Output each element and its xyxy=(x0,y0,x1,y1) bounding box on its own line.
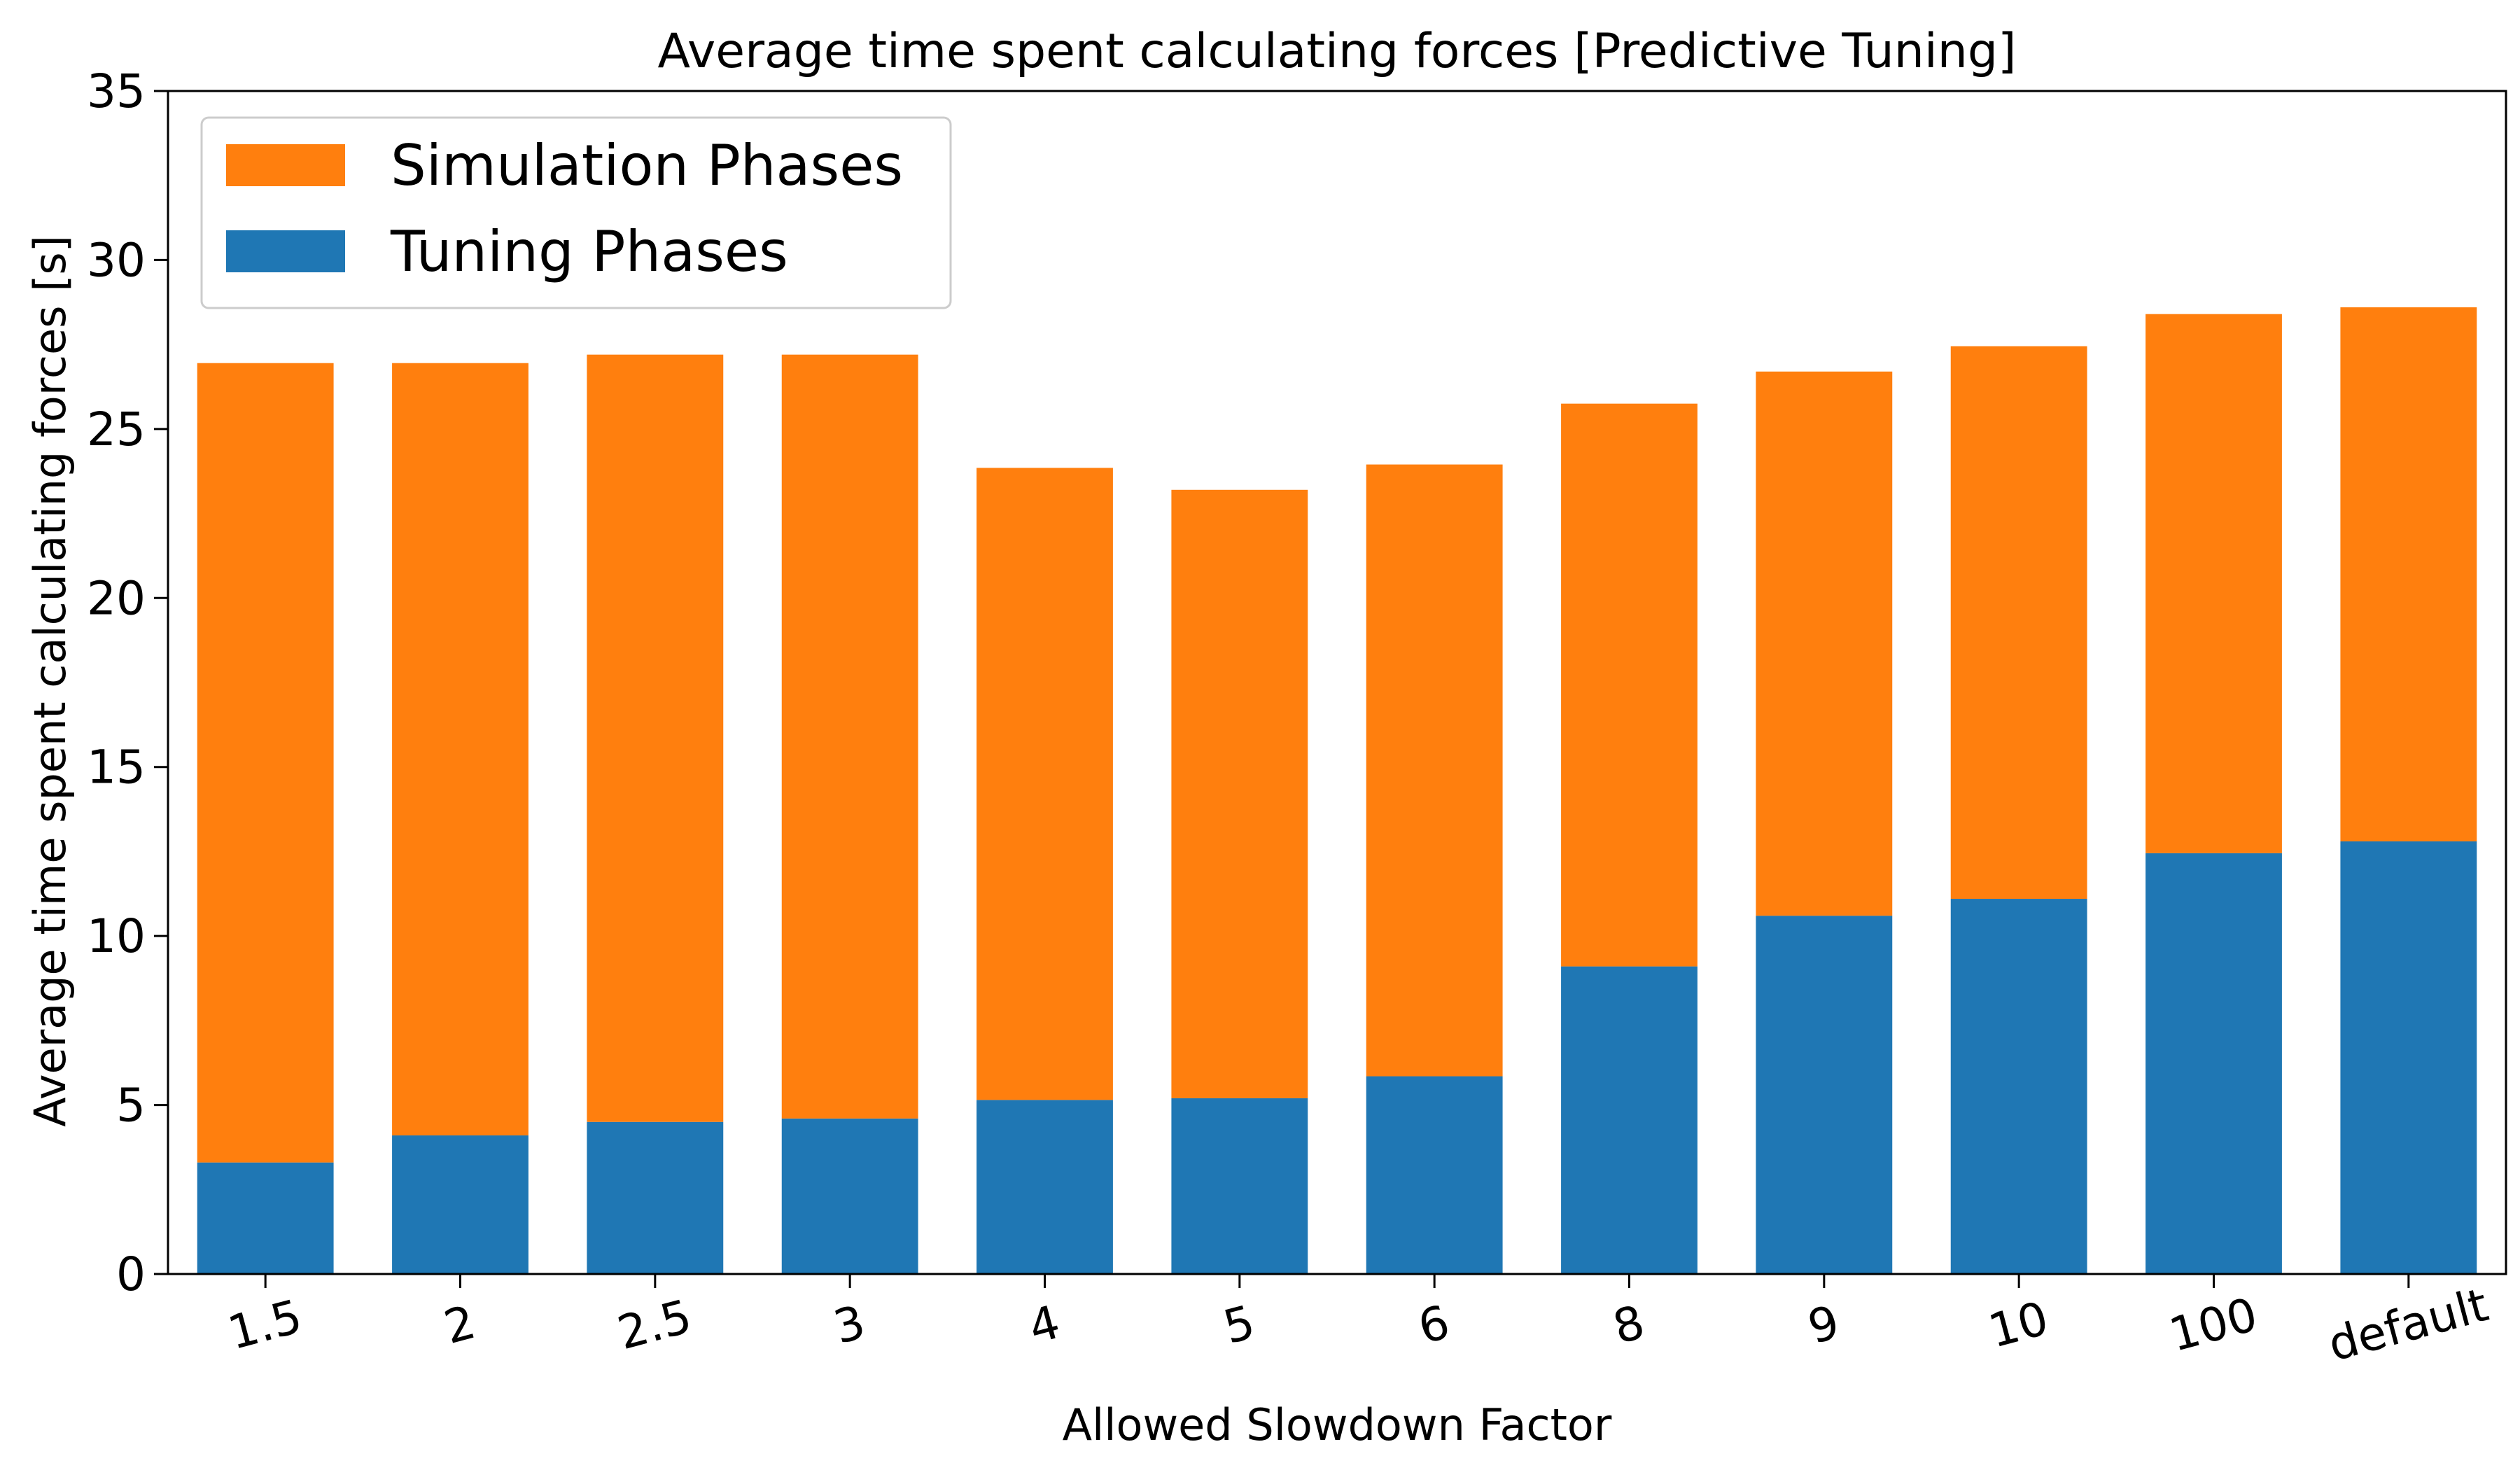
x-tick-label: 4 xyxy=(1023,1295,1065,1354)
legend-label-simulation-phases: Simulation Phases xyxy=(391,133,903,198)
bar-tuning-phases-8 xyxy=(1756,916,1893,1274)
y-tick-label: 35 xyxy=(87,64,146,118)
bar-tuning-phases-1 xyxy=(392,1135,528,1274)
bar-tuning-phases-5 xyxy=(1171,1098,1308,1274)
bar-simulation-phases-1 xyxy=(392,363,528,1136)
bar-simulation-phases-0 xyxy=(197,363,334,1163)
bar-simulation-phases-4 xyxy=(976,468,1113,1100)
x-axis-ticks: 1.5 2 2.5 3 4 5 6 8 9 10 100 default xyxy=(223,1274,2493,1372)
x-tick-label: 8 xyxy=(1608,1295,1650,1354)
x-tick-label: 3 xyxy=(828,1295,870,1354)
x-tick-label: 9 xyxy=(1802,1295,1844,1354)
y-tick-label: 25 xyxy=(87,402,146,456)
bar-tuning-phases-9 xyxy=(1950,899,2087,1274)
bar-tuning-phases-0 xyxy=(197,1162,334,1274)
y-axis-ticks: 0 5 10 15 20 25 30 35 xyxy=(87,64,168,1301)
y-tick-label: 10 xyxy=(87,909,146,963)
bar-simulation-phases-2 xyxy=(587,354,724,1122)
y-tick-label: 0 xyxy=(116,1247,146,1301)
x-tick-label: 5 xyxy=(1218,1295,1260,1354)
legend-swatch-simulation-phases xyxy=(226,144,345,186)
bars-layer xyxy=(197,307,2477,1274)
x-tick-label: 2 xyxy=(439,1295,481,1354)
bar-simulation-phases-10 xyxy=(2146,314,2282,853)
bar-tuning-phases-11 xyxy=(2340,841,2477,1274)
bar-simulation-phases-5 xyxy=(1171,489,1308,1098)
y-tick-label: 5 xyxy=(116,1079,146,1133)
bar-tuning-phases-3 xyxy=(781,1118,918,1274)
bar-tuning-phases-4 xyxy=(976,1100,1113,1274)
x-axis-label: Allowed Slowdown Factor xyxy=(1063,1399,1612,1450)
chart-title: Average time spent calculating forces [P… xyxy=(657,24,2016,79)
y-axis-label: Average time spent calculating forces [s… xyxy=(24,235,76,1127)
x-tick-label: 10 xyxy=(1983,1292,2054,1359)
bar-tuning-phases-2 xyxy=(587,1121,724,1274)
legend-box xyxy=(200,116,952,309)
bar-simulation-phases-3 xyxy=(781,354,918,1119)
bar-simulation-phases-6 xyxy=(1366,464,1503,1077)
bar-tuning-phases-10 xyxy=(2146,853,2282,1274)
bar-simulation-phases-7 xyxy=(1561,403,1698,967)
legend-swatch-tuning-phases xyxy=(226,230,345,272)
bar-simulation-phases-9 xyxy=(1950,346,2087,899)
legend-label-tuning-phases: Tuning Phases xyxy=(390,219,788,284)
y-tick-label: 30 xyxy=(87,233,146,287)
y-tick-label: 20 xyxy=(87,571,146,625)
x-tick-label: 100 xyxy=(2164,1287,2263,1362)
x-tick-label: 2.5 xyxy=(612,1289,697,1361)
bar-tuning-phases-7 xyxy=(1561,966,1698,1274)
legend: Simulation Phases Tuning Phases xyxy=(200,116,952,309)
y-tick-label: 15 xyxy=(87,741,146,794)
bar-simulation-phases-8 xyxy=(1756,371,1893,916)
x-tick-label: 1.5 xyxy=(223,1289,307,1361)
x-tick-label: default xyxy=(2323,1278,2493,1371)
plot-frame xyxy=(167,90,2507,1275)
bar-tuning-phases-6 xyxy=(1366,1076,1503,1274)
x-tick-label: 6 xyxy=(1413,1295,1455,1354)
bar-simulation-phases-11 xyxy=(2340,307,2477,841)
